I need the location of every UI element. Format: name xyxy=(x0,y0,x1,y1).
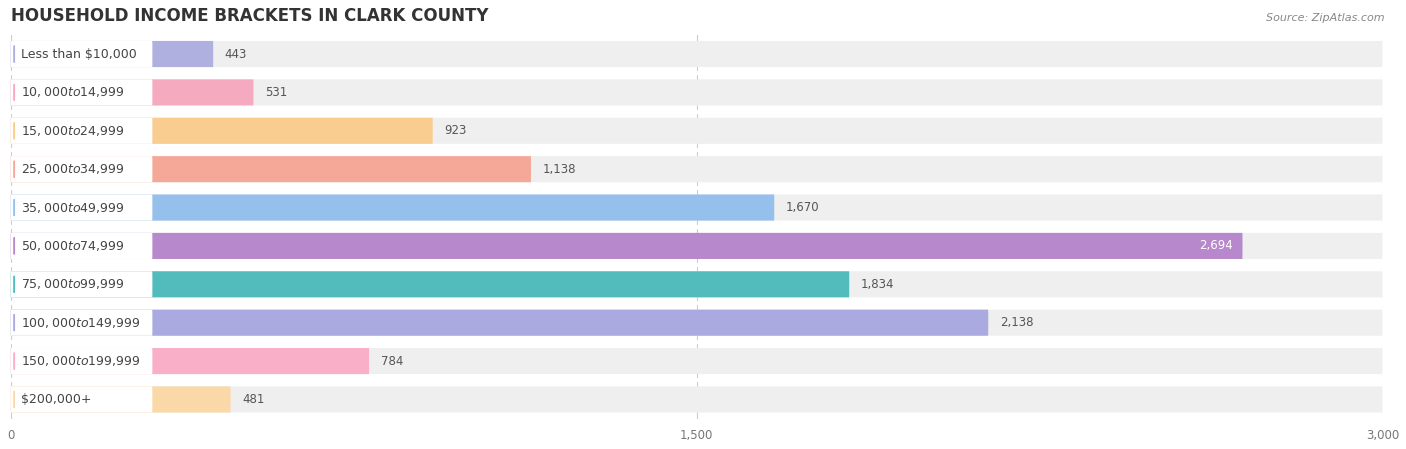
Text: $150,000 to $199,999: $150,000 to $199,999 xyxy=(21,354,141,368)
FancyBboxPatch shape xyxy=(11,41,1382,67)
FancyBboxPatch shape xyxy=(11,79,152,106)
FancyBboxPatch shape xyxy=(11,41,214,67)
FancyBboxPatch shape xyxy=(11,233,1382,259)
Text: 1,834: 1,834 xyxy=(860,278,894,291)
FancyBboxPatch shape xyxy=(11,271,849,297)
Text: 2,138: 2,138 xyxy=(1000,316,1033,329)
Text: $10,000 to $14,999: $10,000 to $14,999 xyxy=(21,85,124,99)
Text: 784: 784 xyxy=(381,355,404,368)
FancyBboxPatch shape xyxy=(11,233,1243,259)
FancyBboxPatch shape xyxy=(11,118,152,144)
Text: Less than $10,000: Less than $10,000 xyxy=(21,48,136,61)
Text: $15,000 to $24,999: $15,000 to $24,999 xyxy=(21,124,124,138)
FancyBboxPatch shape xyxy=(11,118,433,144)
Text: $35,000 to $49,999: $35,000 to $49,999 xyxy=(21,201,124,215)
FancyBboxPatch shape xyxy=(11,271,1382,297)
Text: $50,000 to $74,999: $50,000 to $74,999 xyxy=(21,239,124,253)
FancyBboxPatch shape xyxy=(11,156,531,182)
FancyBboxPatch shape xyxy=(11,271,152,297)
Text: 2,694: 2,694 xyxy=(1199,239,1233,252)
FancyBboxPatch shape xyxy=(11,387,152,413)
FancyBboxPatch shape xyxy=(11,348,370,374)
Text: $25,000 to $34,999: $25,000 to $34,999 xyxy=(21,162,124,176)
Text: 1,670: 1,670 xyxy=(786,201,820,214)
FancyBboxPatch shape xyxy=(11,387,231,413)
Text: 481: 481 xyxy=(242,393,264,406)
FancyBboxPatch shape xyxy=(11,156,152,182)
FancyBboxPatch shape xyxy=(11,79,253,106)
FancyBboxPatch shape xyxy=(11,41,152,67)
FancyBboxPatch shape xyxy=(11,194,152,220)
Text: $75,000 to $99,999: $75,000 to $99,999 xyxy=(21,277,124,291)
Text: HOUSEHOLD INCOME BRACKETS IN CLARK COUNTY: HOUSEHOLD INCOME BRACKETS IN CLARK COUNT… xyxy=(11,7,488,25)
FancyBboxPatch shape xyxy=(11,310,988,336)
FancyBboxPatch shape xyxy=(11,194,775,220)
FancyBboxPatch shape xyxy=(11,310,1382,336)
Text: Source: ZipAtlas.com: Source: ZipAtlas.com xyxy=(1267,13,1385,23)
FancyBboxPatch shape xyxy=(11,387,1382,413)
FancyBboxPatch shape xyxy=(11,348,1382,374)
FancyBboxPatch shape xyxy=(11,348,152,374)
FancyBboxPatch shape xyxy=(11,156,1382,182)
FancyBboxPatch shape xyxy=(11,79,1382,106)
FancyBboxPatch shape xyxy=(11,118,1382,144)
Text: 1,138: 1,138 xyxy=(543,163,576,176)
Text: $100,000 to $149,999: $100,000 to $149,999 xyxy=(21,316,141,330)
Text: 531: 531 xyxy=(264,86,287,99)
Text: 923: 923 xyxy=(444,124,467,137)
Text: 443: 443 xyxy=(225,48,247,61)
Text: $200,000+: $200,000+ xyxy=(21,393,91,406)
FancyBboxPatch shape xyxy=(11,310,152,336)
FancyBboxPatch shape xyxy=(11,194,1382,220)
FancyBboxPatch shape xyxy=(11,233,152,259)
